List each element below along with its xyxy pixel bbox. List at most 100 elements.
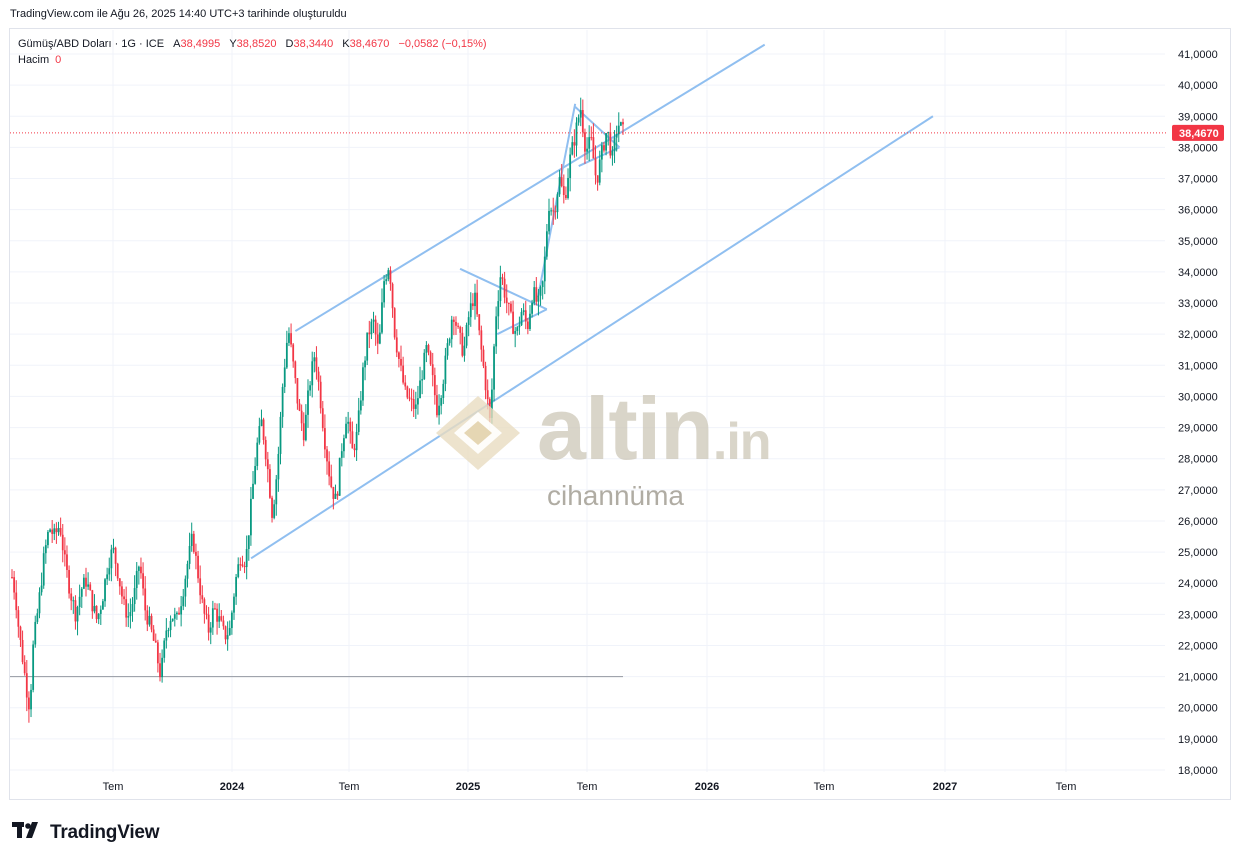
- time-axis: Tem 2024 Tem 2025 Tem 2026 Tem 2027 Tem: [103, 781, 1077, 793]
- y-tick-label: 19,0000: [1178, 734, 1218, 746]
- candle-body: [321, 408, 324, 429]
- candle-body: [116, 563, 119, 579]
- candle-body: [522, 310, 525, 312]
- candle-body: [326, 449, 328, 462]
- candle-body: [28, 697, 30, 710]
- candle-body: [427, 345, 430, 353]
- candle-body: [567, 177, 569, 199]
- candle-body: [562, 186, 565, 196]
- y-tick-label: 25,0000: [1178, 547, 1218, 559]
- candle-body: [417, 398, 419, 405]
- candle-body: [541, 281, 544, 288]
- y-tick-label: 36,0000: [1178, 205, 1218, 217]
- candle-body: [207, 614, 210, 633]
- candle-body: [127, 616, 130, 618]
- candle-body: [80, 588, 83, 597]
- candle-body: [281, 386, 284, 417]
- candle-body: [254, 465, 257, 484]
- candle-body: [95, 605, 98, 620]
- candle-body: [345, 423, 347, 439]
- candle-body: [338, 457, 341, 496]
- candles: [11, 97, 624, 723]
- y-tick-label: 24,0000: [1178, 578, 1218, 590]
- candle-body: [404, 382, 407, 387]
- candle-body: [465, 324, 468, 346]
- candle-body: [300, 410, 303, 424]
- candle-body: [178, 612, 180, 615]
- candle-body: [471, 303, 474, 307]
- candle-body: [211, 608, 214, 628]
- candle-body: [279, 416, 282, 454]
- candle-body: [402, 365, 405, 383]
- y-tick-label: 27,0000: [1178, 485, 1218, 497]
- candle-body: [53, 528, 56, 534]
- candle-body: [514, 331, 517, 334]
- candle-body: [121, 586, 123, 597]
- candle-body: [372, 319, 375, 322]
- candle-body: [501, 277, 504, 279]
- candle-body: [85, 577, 87, 587]
- candle-body: [243, 566, 246, 568]
- grid-lines: [10, 30, 1165, 772]
- tradingview-logo[interactable]: TradingView: [12, 820, 160, 846]
- candle-body: [573, 142, 576, 146]
- candle-body: [545, 231, 548, 257]
- candle-body: [154, 640, 157, 643]
- legend-open-label: A: [173, 38, 181, 50]
- trendline: [574, 106, 621, 149]
- candle-body: [533, 287, 536, 303]
- candle-body: [142, 573, 144, 589]
- candle-body: [497, 301, 500, 317]
- candle-body: [199, 578, 202, 596]
- candle-body: [590, 137, 593, 139]
- candle-body: [99, 609, 102, 614]
- legend-symbol[interactable]: Gümüş/ABD Doları · 1G · ICE: [18, 38, 165, 50]
- candle-body: [114, 547, 117, 564]
- candle-body: [285, 342, 288, 368]
- y-tick-label: 33,0000: [1178, 298, 1218, 310]
- candle-body: [340, 451, 343, 458]
- candle-body: [596, 175, 599, 183]
- candle-body: [49, 529, 51, 532]
- candle-body: [201, 595, 204, 600]
- candle-body: [600, 145, 603, 160]
- candle-body: [252, 483, 254, 499]
- candle-body: [366, 332, 369, 361]
- candle-body: [556, 194, 559, 213]
- candle-body: [188, 545, 191, 564]
- watermark-subtitle: cihannüma: [547, 480, 684, 511]
- candle-body: [391, 283, 394, 309]
- candle-body: [387, 270, 390, 280]
- candle-body: [273, 504, 276, 518]
- candle-body: [311, 361, 314, 386]
- candle-body: [615, 133, 618, 138]
- candle-body: [15, 592, 18, 611]
- candle-body: [510, 303, 512, 312]
- candle-body: [144, 588, 147, 611]
- candle-body: [448, 339, 451, 344]
- candle-body: [11, 576, 13, 578]
- candle-body: [222, 620, 225, 627]
- candle-body: [317, 371, 320, 382]
- chart-frame: [9, 28, 1231, 800]
- price-axis: 18,0000 19,0000 20,0000 21,0000 22,0000 23,00…: [1178, 49, 1218, 777]
- candle-body: [535, 287, 538, 302]
- candle-body: [607, 132, 610, 134]
- candle-body: [478, 314, 481, 331]
- candle-body: [552, 210, 555, 212]
- candle-body: [332, 486, 335, 499]
- candle-body: [250, 498, 252, 536]
- candle-body: [452, 319, 455, 322]
- candle-body: [82, 577, 85, 589]
- candle-body: [459, 326, 462, 333]
- candle-body: [292, 344, 295, 362]
- legend-volume-value: 0: [55, 54, 62, 66]
- candle-body: [482, 349, 485, 366]
- candle-body: [271, 497, 273, 518]
- candle-body: [59, 527, 62, 535]
- candle-body: [133, 588, 136, 605]
- candle-body: [410, 398, 413, 400]
- y-tick-label: 31,0000: [1178, 360, 1218, 372]
- candle-body: [592, 137, 595, 159]
